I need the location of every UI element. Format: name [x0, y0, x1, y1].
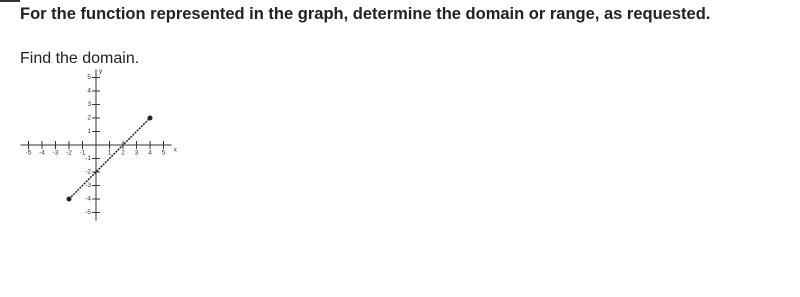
y-tick-label: 4 — [87, 88, 91, 95]
x-tick-label: -2 — [66, 150, 72, 157]
y-tick-label: 3 — [87, 101, 91, 108]
question-prompt: Find the domain. — [20, 50, 140, 67]
x-tick-label: 2 — [121, 150, 125, 157]
y-tick-label: -2 — [85, 169, 91, 176]
y-tick-label: 5 — [87, 74, 91, 81]
x-tick-label: -5 — [26, 150, 32, 157]
endpoint — [66, 196, 72, 202]
x-tick-label: -4 — [39, 150, 45, 157]
y-tick-label: -4 — [85, 196, 91, 203]
question-header: For the function represented in the grap… — [20, 5, 711, 23]
x-tick-label: 3 — [135, 150, 139, 157]
y-axis-label: y — [99, 68, 103, 75]
y-tick-label: -1 — [85, 155, 91, 162]
x-tick-label: 1 — [108, 150, 112, 157]
top-rule — [0, 0, 20, 2]
y-tick-label: -5 — [85, 209, 91, 216]
y-tick-label: -3 — [85, 182, 91, 189]
x-axis-label: x — [174, 147, 178, 154]
x-tick-label: -3 — [53, 150, 59, 157]
endpoint — [147, 115, 153, 121]
line-segment — [68, 117, 151, 200]
y-tick-label: 2 — [87, 115, 91, 122]
x-tick-label: 5 — [162, 150, 166, 157]
x-tick-label: 4 — [148, 150, 152, 157]
x-tick-label: -1 — [80, 150, 86, 157]
y-tick-label: 1 — [87, 128, 91, 135]
